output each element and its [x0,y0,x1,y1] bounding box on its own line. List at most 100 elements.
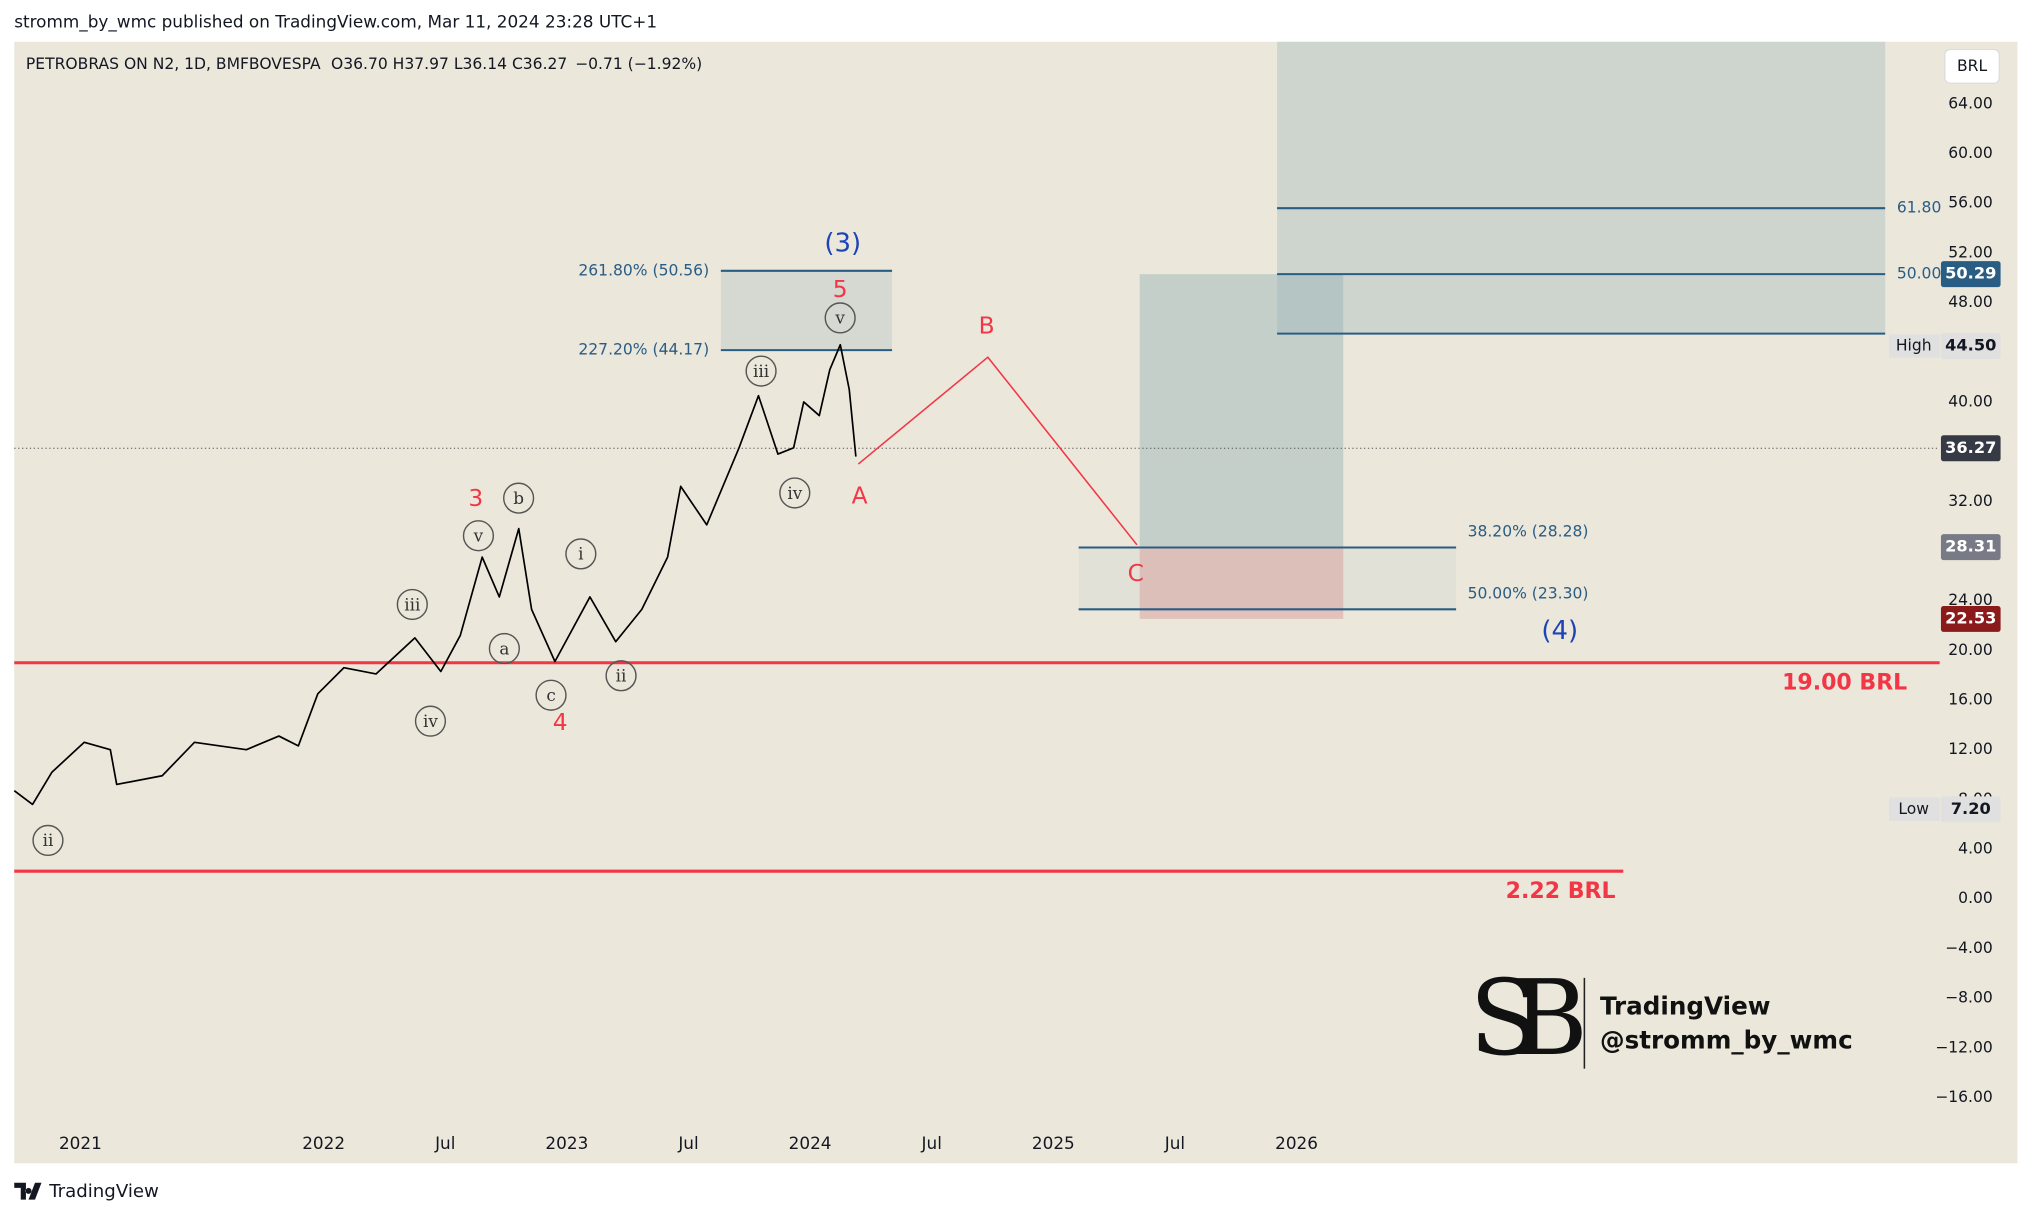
y-tick-label: 32.00 [1948,492,1993,510]
wave-label: 3 [468,484,483,512]
y-tick-label: 20.00 [1948,641,1993,659]
y-tick-label: 64.00 [1948,94,1993,112]
price-badge [1940,605,2001,632]
wave-circle [824,302,856,334]
wave-circle [32,824,64,857]
price-tag: High [1896,337,1932,355]
price-badge [1940,333,2001,360]
support-label: 19.00 BRL [1782,670,1907,695]
price-badge-label: 22.53 [1945,608,1996,627]
wave-label: 5 [833,275,848,303]
price-badge [1940,796,2001,823]
x-tick-label: 2025 [1032,1133,1075,1153]
y-tick-label: 4.00 [1958,840,1993,858]
wave-circle [535,679,567,711]
wave-label: ii [616,666,627,686]
wave-label: 4 [553,708,568,736]
x-tick-label: 2023 [545,1133,588,1153]
y-tick-label: −12.00 [1935,1038,1993,1056]
fib-label: 50.00% (23.30) [1468,584,1589,602]
watermark-line2: @stromm_by_wmc [1600,1025,1853,1054]
position-stop-zone [1139,547,1344,619]
fib-label: 61.80 [1897,199,1942,217]
fib-zone [720,270,893,351]
wave-circle [396,588,428,621]
x-tick-label: Jul [434,1133,455,1153]
wave-circle [779,477,811,509]
x-tick-label: Jul [1164,1133,1185,1153]
wave-circle [745,355,777,387]
y-tick-label: 60.00 [1948,144,1993,162]
wave-label: iii [404,594,420,614]
x-tick-label: Jul [921,1133,942,1153]
y-tick-label: 48.00 [1948,293,1993,311]
price-tag-box [1889,334,1940,358]
fib-label: 261.80% (50.56) [578,261,709,279]
price-line [13,343,857,806]
x-tick-label: 2021 [59,1133,102,1153]
watermark-line1: TradingView [1600,992,1771,1021]
wave-circle [414,705,447,737]
price-tag: Low [1898,800,1929,818]
y-tick-label: 52.00 [1948,243,1993,261]
y-tick-label: 24.00 [1948,591,1993,609]
x-tick-label: Jul [677,1133,698,1153]
wave-circle [488,632,520,665]
y-tick-label: 56.00 [1948,194,1993,212]
support-label: 2.22 BRL [1506,879,1616,904]
wave-label: v [834,308,845,328]
wave-label: c [546,685,555,705]
price-badge [1940,261,2001,288]
wave-circle [462,520,495,552]
price-badge-label: 7.20 [1951,799,1991,818]
wave-circle [502,482,535,514]
wave-circle [565,538,597,570]
wave-label: B [979,311,995,339]
wave-label: (3) [824,229,861,259]
projection-line [857,356,1138,546]
change: −0.71 (−1.92%) [575,54,702,72]
fib-label: 227.20% (44.17) [578,341,709,359]
wave-label: (4) [1541,616,1578,646]
y-tick-label: 0.00 [1958,889,1993,907]
y-tick-label: 40.00 [1948,392,1993,410]
y-tick-label: −4.00 [1945,939,1993,957]
fib-label: 50.00 [1897,265,1942,283]
y-tick-label: −16.00 [1935,1088,1993,1106]
price-badge [1940,534,2001,561]
position-target-zone [1139,274,1344,548]
wave-label: ii [43,830,54,850]
ohlc: O36.70 H37.97 L36.14 C36.27 [331,54,567,72]
y-tick-label: −8.00 [1945,989,1993,1007]
wave-label: C [1128,559,1144,587]
fib-zone [1078,547,1457,610]
x-tick-label: 2024 [789,1133,832,1153]
wave-label: iii [753,361,769,381]
wave-label: a [499,638,509,658]
wave-label: b [513,488,524,508]
wave-label: A [852,481,868,509]
price-badge-label: 50.29 [1945,264,1996,283]
wave-label: i [578,544,583,564]
wave-circle [605,660,637,692]
price-badge [1940,435,2001,462]
price-badge-label: 28.31 [1945,537,1996,556]
footer-brand: TradingView [48,1181,159,1202]
x-tick-label: 2022 [302,1133,345,1153]
fib-label: 38.20% (28.28) [1468,522,1589,540]
price-badge-label: 44.50 [1945,336,1996,355]
symbol-info: PETROBRAS ON N2, 1D, BMFBOVESPA O36.70 H3… [26,54,702,72]
wave-label: v [473,526,484,546]
currency-button [1944,48,2000,84]
publish-info: stromm_by_wmc published on TradingView.c… [14,11,657,32]
y-tick-label: 16.00 [1948,691,1993,709]
wave-label: iv [787,483,802,503]
symbol: PETROBRAS ON N2, 1D, BMFBOVESPA [26,54,321,72]
fib-zone [1277,41,1886,334]
y-tick-label: 12.00 [1948,740,1993,758]
price-tag-box [1889,797,1940,821]
footer-logo [14,1182,42,1200]
chart-area [14,41,2018,1164]
x-tick-label: 2026 [1275,1133,1318,1153]
